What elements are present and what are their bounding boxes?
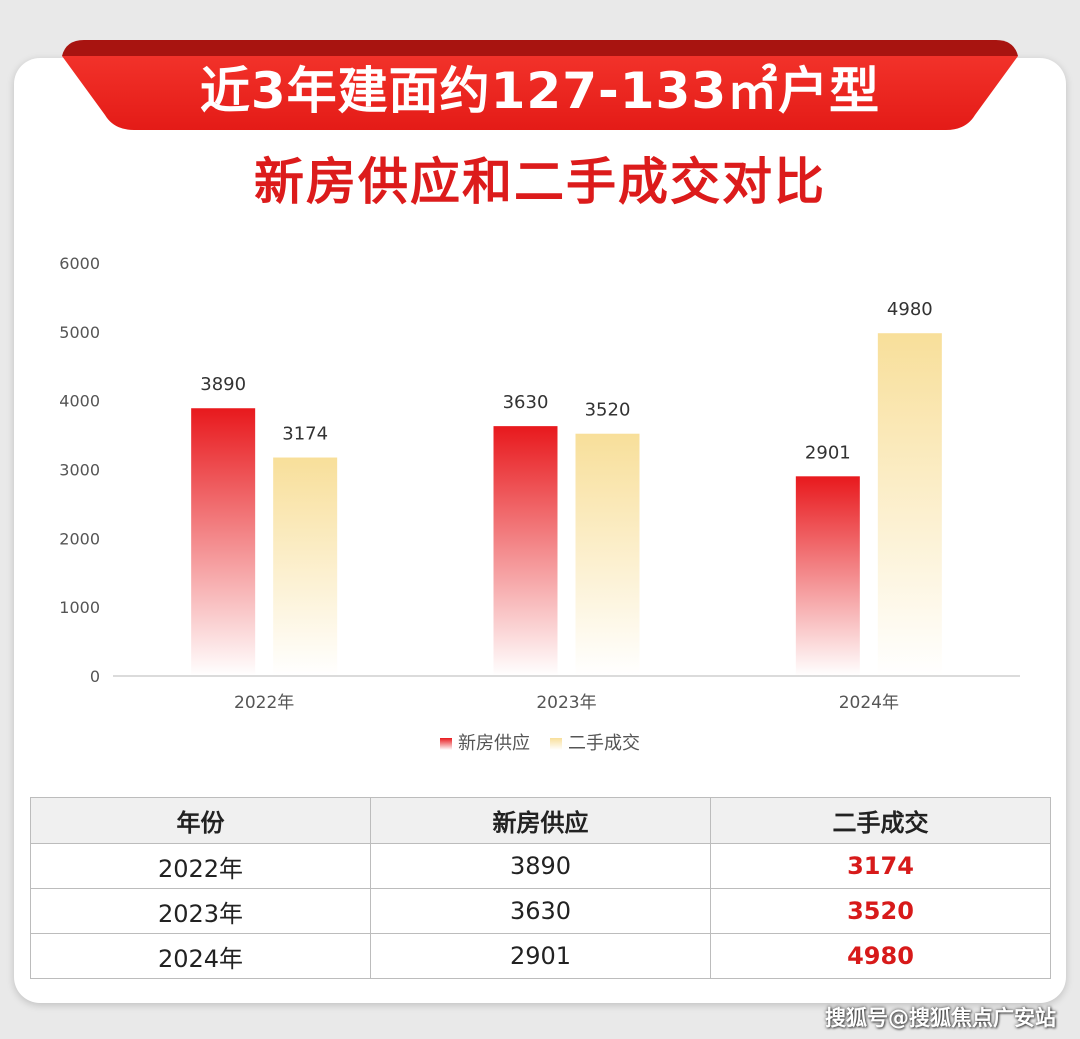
y-tick-label: 2000 xyxy=(59,529,100,548)
y-tick-label: 6000 xyxy=(59,254,100,273)
cell-resale: 3174 xyxy=(710,843,1051,889)
legend-swatch xyxy=(550,738,562,750)
x-tick-label: 2022年 xyxy=(234,693,294,713)
cell-year: 2024年 xyxy=(30,933,371,979)
cell-resale: 4980 xyxy=(710,933,1051,979)
header-new-supply: 新房供应 xyxy=(370,797,711,844)
bar xyxy=(191,408,256,676)
cell-year: 2022年 xyxy=(30,843,371,889)
y-tick-label: 5000 xyxy=(59,323,100,342)
header-resale: 二手成交 xyxy=(710,797,1051,844)
table-row: 2022年 3890 3174 xyxy=(30,843,1051,889)
data-label: 2901 xyxy=(805,442,851,463)
y-tick-label: 1000 xyxy=(59,598,100,617)
bar xyxy=(877,333,942,676)
legend-swatch xyxy=(440,738,452,750)
y-tick-label: 0 xyxy=(90,667,100,686)
data-table: 年份 新房供应 二手成交 2022年 3890 3174 2023年 3630 … xyxy=(30,797,1051,979)
watermark: 搜狐号@搜狐焦点广安站 xyxy=(825,1006,1056,1030)
legend-label: 二手成交 xyxy=(568,733,640,754)
cell-new-supply: 2901 xyxy=(370,933,711,979)
table-header-row: 年份 新房供应 二手成交 xyxy=(30,797,1051,844)
table-row: 2024年 2901 4980 xyxy=(30,933,1051,979)
bar xyxy=(795,476,860,676)
chart-subtitle: 新房供应和二手成交对比 xyxy=(254,153,826,211)
data-label: 3630 xyxy=(503,392,549,413)
banner-title: 近3年建面约127-133㎡户型 xyxy=(199,62,881,120)
header-year: 年份 xyxy=(30,797,371,844)
data-label: 4980 xyxy=(887,299,933,320)
cell-resale: 3520 xyxy=(710,888,1051,934)
cell-new-supply: 3890 xyxy=(370,843,711,889)
bar xyxy=(575,433,640,676)
cell-new-supply: 3630 xyxy=(370,888,711,934)
x-tick-label: 2023年 xyxy=(536,693,596,713)
legend-label: 新房供应 xyxy=(458,733,530,754)
table-row: 2023年 3630 3520 xyxy=(30,888,1051,934)
data-label: 3890 xyxy=(200,374,246,395)
x-tick-label: 2024年 xyxy=(839,693,899,713)
bar-chart: 0 1000 2000 3000 4000 5000 6000 3890 3174 2022年 36… xyxy=(59,254,1020,754)
data-label: 3174 xyxy=(282,424,328,445)
y-tick-label: 4000 xyxy=(59,392,100,411)
y-tick-label: 3000 xyxy=(59,461,100,480)
cell-year: 2023年 xyxy=(30,888,371,934)
bar xyxy=(273,457,338,676)
data-label: 3520 xyxy=(585,400,631,421)
title-banner xyxy=(62,40,1018,130)
bar xyxy=(493,426,558,676)
